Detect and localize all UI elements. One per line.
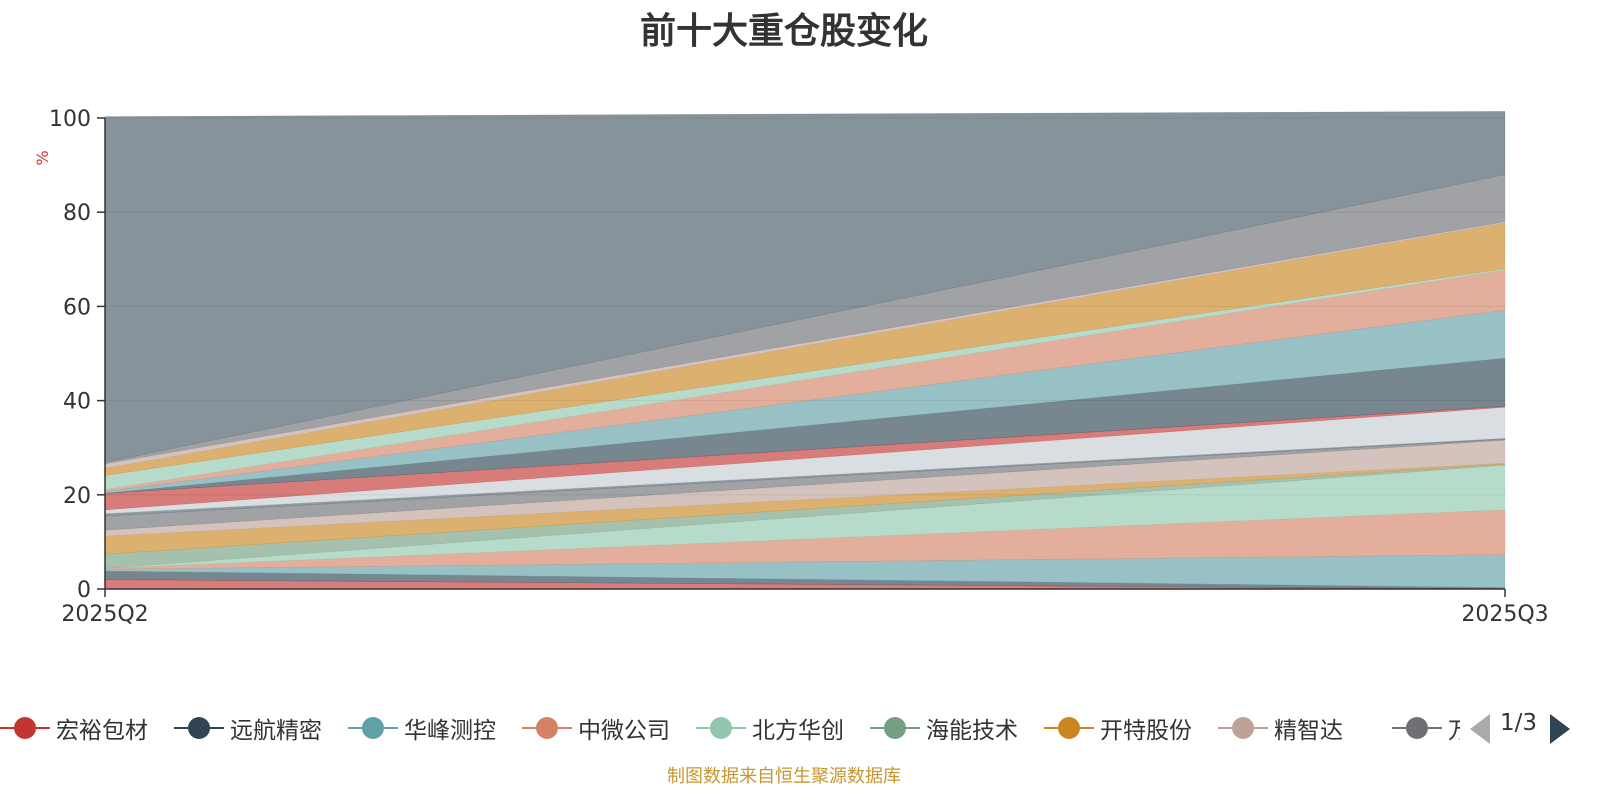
legend-next-page-icon[interactable] xyxy=(1550,714,1570,744)
y-tick-label: 80 xyxy=(63,201,91,226)
stacked-areas xyxy=(104,111,1506,590)
legend-item[interactable]: 北方华创 xyxy=(696,708,844,748)
legend-marker-icon xyxy=(174,708,224,748)
legend-marker-icon xyxy=(348,708,398,748)
legend-item[interactable]: 华峰测控 xyxy=(348,708,496,748)
y-tick-label: 100 xyxy=(49,107,91,132)
y-tick-label: 20 xyxy=(63,484,91,509)
legend-label: 精智达 xyxy=(1274,718,1343,744)
legend-label: 中微公司 xyxy=(578,718,670,744)
y-axis-unit-label: % xyxy=(33,150,52,165)
axes xyxy=(104,118,1505,590)
y-ticks: 0 20 40 60 80 100 xyxy=(49,107,105,603)
legend-label: 远航精密 xyxy=(230,718,322,744)
legend-marker-icon xyxy=(522,708,572,748)
y-tick-label: 60 xyxy=(63,295,91,320)
legend-marker-icon xyxy=(1044,708,1094,748)
legend-item[interactable]: 中微公司 xyxy=(522,708,670,748)
legend-page-indicator: 1/3 xyxy=(1500,710,1538,736)
legend-label: 北方华创 xyxy=(752,718,844,744)
legend-label: 开特股份 xyxy=(1100,718,1192,744)
legend-marker-icon xyxy=(870,708,920,748)
legend-item[interactable]: 精智达 xyxy=(1218,708,1343,748)
legend-marker-icon xyxy=(1392,708,1442,748)
y-tick-label: 40 xyxy=(63,390,91,415)
legend-marker-icon xyxy=(1218,708,1268,748)
legend: 宏裕包材 远航精密 华峰测控 中微公司 北方华创 海能技术 开特股份 精智达 万通 1/3 xyxy=(0,708,1600,748)
y-tick-label: 0 xyxy=(77,578,91,603)
legend-prev-page-icon[interactable] xyxy=(1470,714,1490,744)
x-tick-label: 2025Q3 xyxy=(1461,602,1548,627)
legend-marker-icon xyxy=(0,708,50,748)
source-note: 制图数据来自恒生聚源数据库 xyxy=(667,766,901,787)
legend-item[interactable]: 开特股份 xyxy=(1044,708,1192,748)
legend-marker-icon xyxy=(696,708,746,748)
legend-label: 华峰测控 xyxy=(404,718,496,744)
area-chart: 0 20 40 60 80 100 2025Q2 2025Q3 % xyxy=(33,107,1549,627)
x-ticks: 2025Q2 2025Q3 xyxy=(61,589,1549,627)
legend-item[interactable]: 海能技术 xyxy=(870,708,1018,748)
legend-label: 宏裕包材 xyxy=(56,718,148,744)
legend-item[interactable]: 万通 xyxy=(1392,708,1460,748)
legend-item[interactable]: 远航精密 xyxy=(174,708,322,748)
legend-label: 海能技术 xyxy=(926,718,1018,744)
chart-title: 前十大重仓股变化 xyxy=(639,11,928,52)
x-tick-label: 2025Q2 xyxy=(61,602,148,627)
legend-label: 万通 xyxy=(1448,718,1460,744)
legend-item[interactable]: 宏裕包材 xyxy=(0,708,148,748)
legend-items: 宏裕包材 远航精密 华峰测控 中微公司 北方华创 海能技术 开特股份 精智达 万通 xyxy=(0,708,1460,748)
